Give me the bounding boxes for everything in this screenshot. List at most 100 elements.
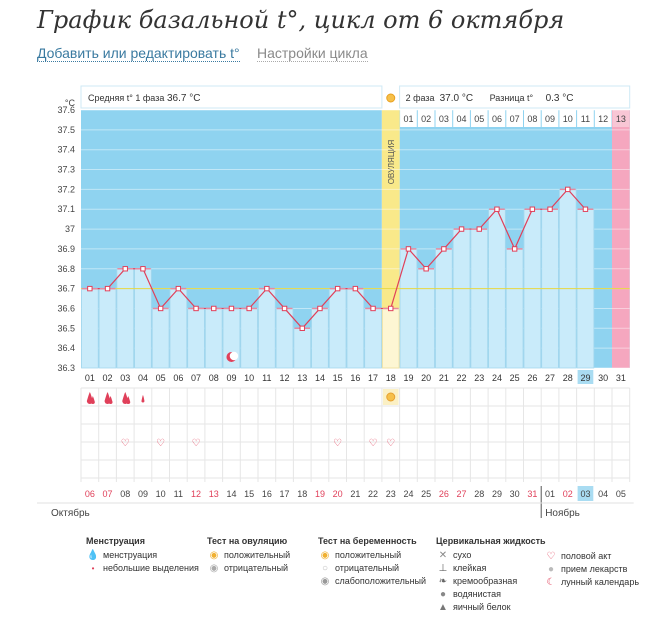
creamy-icon: ❧ [438, 576, 448, 587]
date-label: 18 [297, 489, 307, 499]
legend-item: ❧ кремообразная [436, 575, 546, 588]
phase2-day-number: 08 [527, 114, 537, 124]
month-label-october: Октябрь [51, 507, 90, 519]
cycle-day-label: 10 [244, 373, 254, 383]
legend-label: положительный [224, 550, 291, 560]
heart-icon: ♡ [121, 438, 130, 449]
temperature-point [565, 186, 571, 193]
phase2-day-cell [577, 110, 594, 127]
future-day-column [612, 110, 630, 368]
legend-label: менструация [103, 550, 158, 560]
temperature-bar [470, 228, 488, 369]
y-tick-label: 36.3 [57, 363, 75, 373]
date-label: 24 [403, 489, 413, 499]
legend-item: ● водянистая [436, 588, 546, 601]
phase2-value: 37.0 °C [440, 93, 473, 104]
temperature-bar [381, 307, 400, 369]
legend-label: отрицательный [335, 563, 400, 573]
legend-label: прием лекарств [561, 564, 628, 574]
temperature-point [476, 226, 482, 232]
legend-item: ◉ отрицательный [207, 562, 290, 575]
phase2-day-cell [594, 110, 612, 127]
legend-item: 💧 менструация [86, 549, 199, 562]
legend-label: клейкая [453, 563, 487, 573]
sticky-icon: ⊥ [438, 563, 448, 574]
date-label: 27 [457, 489, 467, 499]
cycle-settings-link[interactable]: Настройки цикла [257, 45, 368, 62]
phase1-average-value: 36.7 °C [167, 93, 200, 104]
temperature-bar [151, 308, 170, 369]
date-label: 06 [85, 489, 95, 499]
temperature-bar [328, 288, 347, 369]
legend-cervical: Цервикальная жидкость ✕ сухо ⊥ клейкая ❧ кр… [436, 536, 546, 614]
date-label: 20 [333, 489, 343, 499]
cycle-day-label: 30 [598, 373, 608, 383]
temperature-point [264, 285, 270, 292]
legend-label: водянистая [453, 589, 502, 599]
watery-icon: ● [439, 589, 447, 600]
phase2-day-number: 06 [492, 114, 502, 124]
temperature-point [511, 246, 518, 252]
pregnancy-test-positive-icon: ◉ [320, 550, 330, 561]
temperature-point [582, 206, 589, 212]
temperature-bar [81, 288, 99, 369]
cycle-day-label: 26 [527, 373, 537, 383]
legend-ovulation-test: Тест на овуляцию ◉ положительный ◉ отрицат… [207, 536, 290, 575]
heart-icon: ♡ [156, 438, 165, 449]
cycle-day-label: 27 [545, 373, 555, 383]
legend-item: ✕ сухо [436, 549, 546, 562]
temperature-point [299, 325, 305, 332]
legend-item: ◉ слабоположительный [318, 575, 426, 588]
y-tick-label: 36.9 [57, 244, 75, 254]
cycle-day-label: 15 [333, 373, 343, 383]
phase2-day-number: 02 [421, 114, 431, 124]
temperature-bar [134, 268, 152, 369]
y-tick-label: 36.6 [57, 303, 75, 313]
y-tick-label: 37.1 [57, 204, 75, 214]
temperature-point [352, 285, 359, 292]
y-tick-label: 37.5 [57, 125, 75, 135]
menstruation-drop-icon [126, 396, 131, 404]
temperature-bar [187, 308, 205, 369]
legend-label: кремообразная [453, 576, 518, 586]
legend-item: ● прием лекарств [544, 563, 639, 576]
temperature-bar [258, 288, 276, 369]
date-label: 15 [244, 489, 254, 499]
temperature-bar [435, 248, 453, 369]
cycle-day-label: 17 [368, 373, 378, 383]
temperature-point [122, 266, 128, 272]
date-label: 05 [616, 489, 626, 499]
edit-temperature-link[interactable]: Добавить или редактировать t° [37, 45, 240, 62]
date-label: 21 [350, 489, 360, 499]
cycle-day-label: 16 [350, 373, 360, 383]
date-label: 12 [191, 489, 201, 499]
cycle-day-label: 05 [156, 373, 166, 383]
cycle-day-label: 19 [403, 373, 413, 383]
phase1-info-box [80, 85, 383, 109]
temperature-bar [204, 308, 223, 369]
date-label: 23 [386, 489, 396, 499]
temperature-point [281, 305, 288, 312]
date-label: 31 [527, 489, 537, 499]
temperature-point [104, 285, 111, 292]
spotting-icon: • [91, 564, 95, 573]
phase2-day-cell [488, 110, 506, 127]
date-label: 09 [138, 489, 148, 499]
temperature-point [529, 206, 536, 212]
legend-label: лунный календарь [561, 577, 640, 587]
date-label: 03 [580, 489, 590, 499]
phase2-day-cell [559, 110, 577, 127]
legend-label: сухо [453, 550, 472, 560]
medication-icon: ● [547, 564, 555, 575]
today-cell [577, 370, 594, 384]
phase2-day-cell [524, 110, 541, 127]
cycle-day-label: 07 [191, 373, 201, 383]
cycle-day-label: 31 [616, 373, 626, 383]
y-axis-unit: °C [65, 98, 76, 108]
cycle-day-label: 04 [138, 373, 148, 383]
temperature-bar [275, 308, 294, 369]
date-label: 25 [421, 489, 431, 499]
cycle-day-label: 29 [580, 373, 590, 383]
page-title: График базальной t°, цикл от 6 октября [37, 6, 565, 34]
heart-icon: ♡ [546, 551, 556, 562]
